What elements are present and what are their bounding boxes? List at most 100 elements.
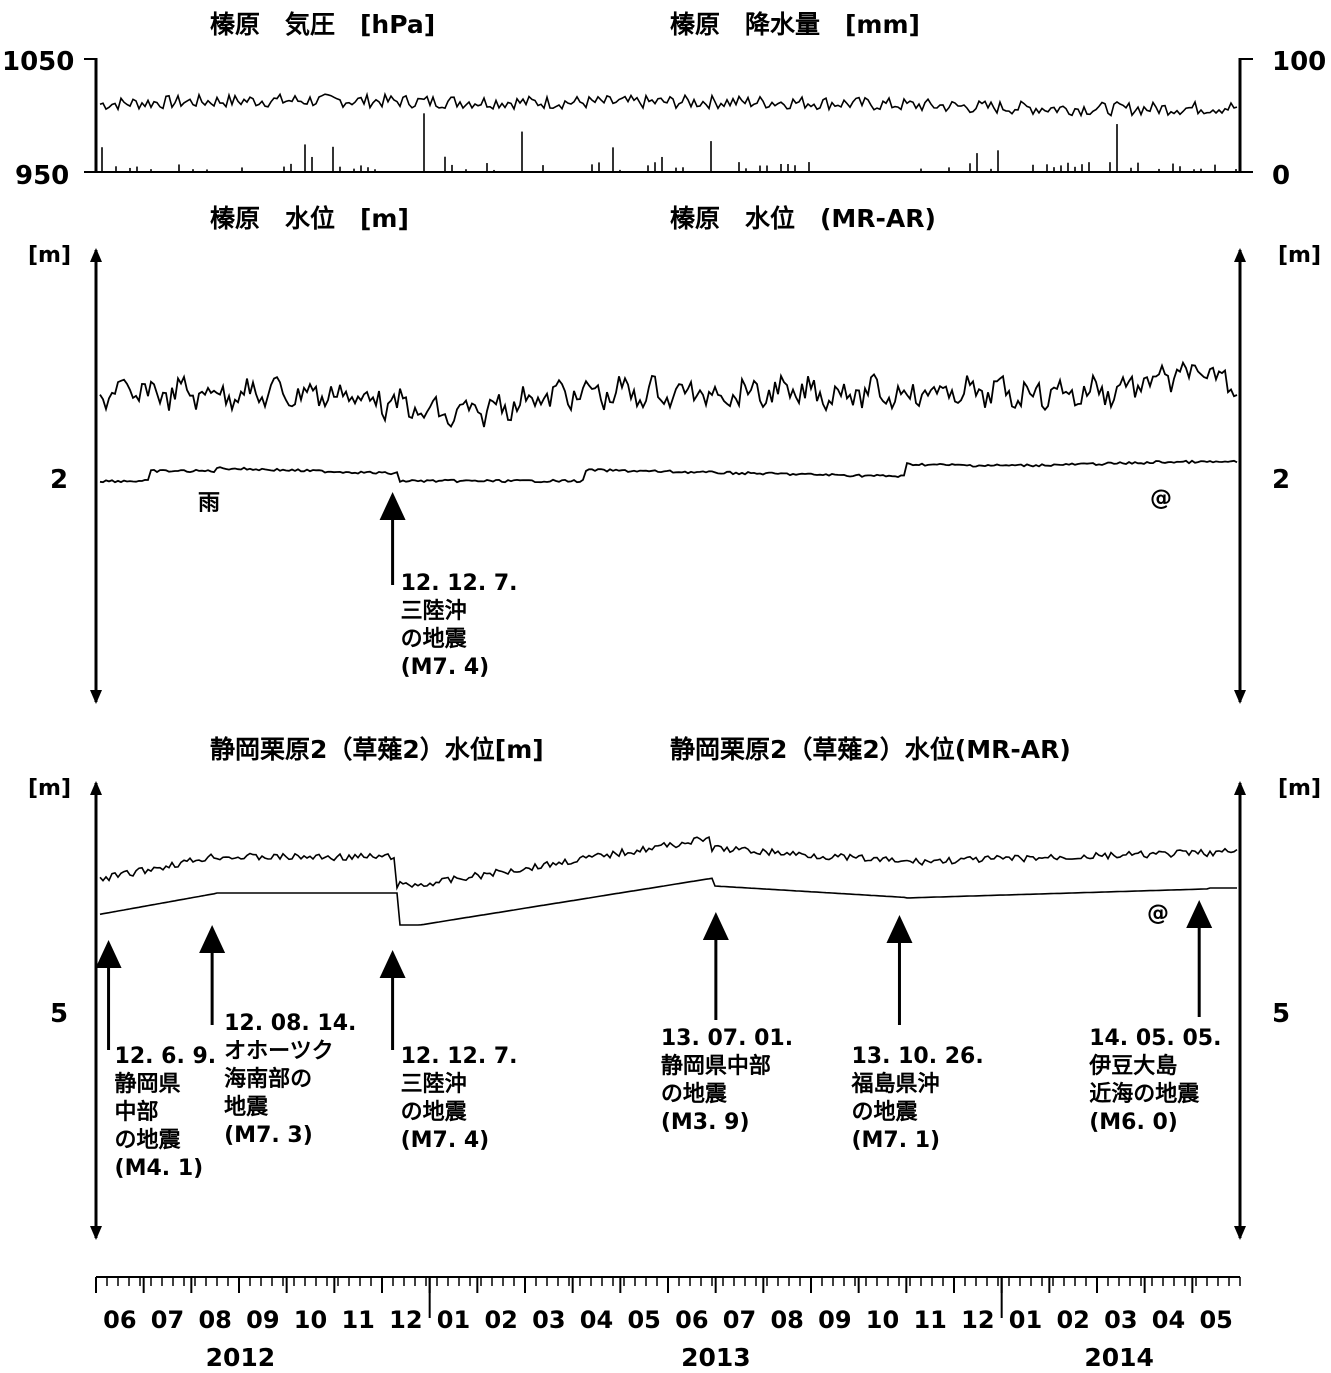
month-label: 05 [1199,1306,1232,1334]
panel3-left-unit: [m] [28,776,71,801]
panel3-event-label-line: 13. 10. 26. [851,1044,983,1069]
month-label: 11 [341,1306,374,1334]
month-label: 06 [675,1306,708,1334]
month-label: 07 [151,1306,184,1334]
panel3-event-label-line: 13. 07. 01. [661,1026,793,1051]
panel3-event-label-line: (M7. 4) [401,1128,490,1153]
event-layer: 12. 12. 7.三陸沖の地震(M7. 4)12. 6. 9.静岡県中部の地震… [95,492,1221,1181]
month-label: 10 [294,1306,327,1334]
panel3-left-up-arrowhead [90,781,102,795]
month-label: 03 [532,1306,565,1334]
panel3-right-down-arrowhead [1234,1226,1246,1240]
panel2-event-label-line: の地震 [401,627,468,652]
panel3-event-label-line: 福島県沖 [850,1071,939,1097]
panel3-title-right: 静岡栗原2（草薙2）水位(MR-AR) [670,735,1071,764]
month-label: 07 [723,1306,756,1334]
panel3-right-up-arrowhead [1234,781,1246,795]
panel3-left-tick: 5 [50,999,68,1029]
panel2-left-tick: 2 [50,465,68,495]
month-label: 01 [437,1306,470,1334]
month-label: 09 [246,1306,279,1334]
panel1-right-tick-bottom: 0 [1272,161,1290,191]
panel3-event-label: 13. 07. 01.静岡県中部の地震 (M3. 9) [661,1026,793,1135]
panel2-event-label-line: 三陸沖 [401,598,467,624]
panel3-event-label-line: (M7. 1) [851,1128,940,1153]
panel3-event-label-line: (M6. 0) [1089,1110,1178,1135]
pressure-line [99,91,1238,118]
panel2-title-left: 榛原 水位 [m] [210,204,409,233]
panel2-at-annotation: @ [1150,486,1172,511]
panel1-left-tick-bottom: 950 [15,161,69,191]
panel2-event-label-line: 12. 12. 7. [401,571,518,596]
panel3-event-label-line: (M4. 1) [115,1156,204,1181]
panel2-right-unit: [m] [1278,243,1321,268]
panel2-right-down-arrowhead [1234,690,1246,704]
panel1-left-tick-top: 1050 [2,47,74,77]
panel2-left-up-arrowhead [90,248,102,262]
panel3-event-arrow-head [199,925,226,953]
panel2-left-unit: [m] [28,243,71,268]
panel3-title-left: 静岡栗原2（草薙2）水位[m] [210,735,544,764]
panel1-title-left: 榛原 気圧 [hPa] [210,10,435,39]
panel2-right-up-arrowhead [1234,248,1246,262]
panel3-event-label-line: 伊豆大島 [1088,1053,1177,1079]
month-label: 08 [770,1306,803,1334]
month-label: 04 [1152,1306,1185,1334]
panel3-event-label-line: オホーツク [224,1039,334,1064]
month-label: 02 [1056,1306,1089,1334]
panel3-event-label-line: 海南部の [224,1066,312,1092]
panel3-event-label-line: 12. 6. 9. [115,1044,217,1069]
rain-annotation: 雨 [198,491,220,516]
panel3-left-down-arrowhead [90,1226,102,1240]
panel3-event-label-line: 中部 [115,1099,159,1125]
month-label: 03 [1104,1306,1137,1334]
month-label: 06 [103,1306,136,1334]
panel3-event-label-line: (M7. 3) [224,1123,313,1148]
panel3-event-arrow-head [95,940,122,968]
plot-layer [84,58,1253,1240]
panel3-event-label-line: (M3. 9) [661,1110,750,1135]
panel3-event-label-line: の地震 [401,1100,468,1125]
month-label: 08 [198,1306,231,1334]
panel2-title-right: 榛原 水位 (MR-AR) [670,204,936,233]
panel2-mr-ar-line [99,459,1238,484]
panel3-right-tick: 5 [1272,999,1290,1029]
month-label: 01 [1009,1306,1042,1334]
panel3-event-label: 13. 10. 26.福島県沖の地震 (M7. 1) [850,1044,983,1153]
panel3-at-annotation: @ [1147,901,1169,926]
panel3-event-arrow-head [702,912,729,940]
panel2-left-down-arrowhead [90,690,102,704]
panel3-event-label-line: 地震 [224,1095,269,1120]
panel3-event-arrow-head [1186,900,1213,928]
panel3-event-label-line: の地震 [115,1128,182,1153]
month-label: 12 [389,1306,422,1334]
month-label: 04 [580,1306,613,1334]
panel2-event-label-line: (M7. 4) [401,655,490,680]
panel3-event-label-line: 12. 08. 14. [224,1011,356,1036]
panel3-water-level-line [99,835,1238,891]
month-label: 02 [484,1306,517,1334]
time-axis: 06 07 08 09 10 11 12 01 02 03 04 05 06 07 08 09 10 11 12 01… [95,1276,1241,1372]
month-label: 09 [818,1306,851,1334]
panel3-event-arrow-head [379,950,406,978]
panel2-event-arrow-head [379,492,406,520]
month-label: 11 [913,1306,946,1334]
panel3-event-label: 12. 6. 9.静岡県中部の地震 (M4. 1) [115,1044,217,1181]
panel3-event-label-line: の地震 [661,1082,728,1107]
month-label: 12 [961,1306,994,1334]
year-label: 2014 [1084,1343,1154,1372]
panel3-event-label-line: 近海の地震 [1089,1081,1200,1107]
panel3-event-label-line: の地震 [851,1100,918,1125]
year-label: 2012 [206,1343,276,1372]
panel3-event-label-line: 12. 12. 7. [401,1044,518,1069]
panel3-event-arrow-head [886,915,913,943]
panel3-event-label: 12. 08. 14. オホーツク海南部の地震 (M7. 3) [224,1011,356,1148]
month-label: 10 [866,1306,899,1334]
panel3-event-label-line: 静岡県中部 [661,1053,771,1079]
panel3-event-label-line: 静岡県 [115,1071,181,1097]
panel2-event-label: 12. 12. 7.三陸沖の地震 (M7. 4) [401,571,518,680]
panel3-mr-ar-line [99,877,1237,926]
panel3-right-unit: [m] [1278,776,1321,801]
panel2-right-tick: 2 [1272,465,1290,495]
